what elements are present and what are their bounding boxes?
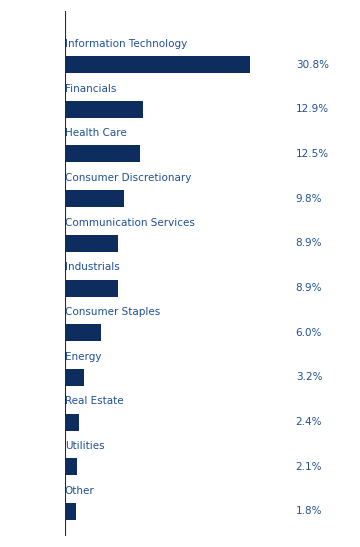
Text: Utilities: Utilities (65, 441, 104, 451)
Text: 8.9%: 8.9% (296, 238, 322, 248)
Text: 12.9%: 12.9% (296, 104, 329, 114)
Text: 6.0%: 6.0% (296, 328, 322, 337)
Bar (65, 458, 77, 475)
Text: 2.1%: 2.1% (296, 462, 322, 472)
Text: Energy: Energy (65, 352, 101, 362)
Text: 8.9%: 8.9% (296, 283, 322, 293)
Text: Other: Other (65, 486, 95, 496)
Text: Communication Services: Communication Services (65, 218, 195, 228)
Bar (65, 146, 140, 162)
Text: Real Estate: Real Estate (65, 397, 123, 406)
Bar (65, 190, 124, 207)
Bar (65, 235, 118, 252)
Text: Information Technology: Information Technology (65, 39, 187, 49)
Text: 2.4%: 2.4% (296, 417, 322, 427)
Bar (65, 503, 76, 520)
Bar (65, 101, 143, 118)
Bar (65, 56, 251, 73)
Bar (65, 280, 118, 296)
Bar (65, 369, 84, 386)
Text: Health Care: Health Care (65, 129, 127, 138)
Text: Consumer Discretionary: Consumer Discretionary (65, 173, 191, 183)
Text: 3.2%: 3.2% (296, 373, 322, 382)
Text: 12.5%: 12.5% (296, 149, 329, 159)
Text: Industrials: Industrials (65, 263, 120, 272)
Bar (65, 414, 79, 430)
Text: Financials: Financials (65, 84, 116, 94)
Text: 30.8%: 30.8% (296, 60, 329, 69)
Bar (65, 324, 101, 341)
Text: 9.8%: 9.8% (296, 194, 322, 203)
Text: 1.8%: 1.8% (296, 507, 322, 516)
Text: Consumer Staples: Consumer Staples (65, 307, 160, 317)
